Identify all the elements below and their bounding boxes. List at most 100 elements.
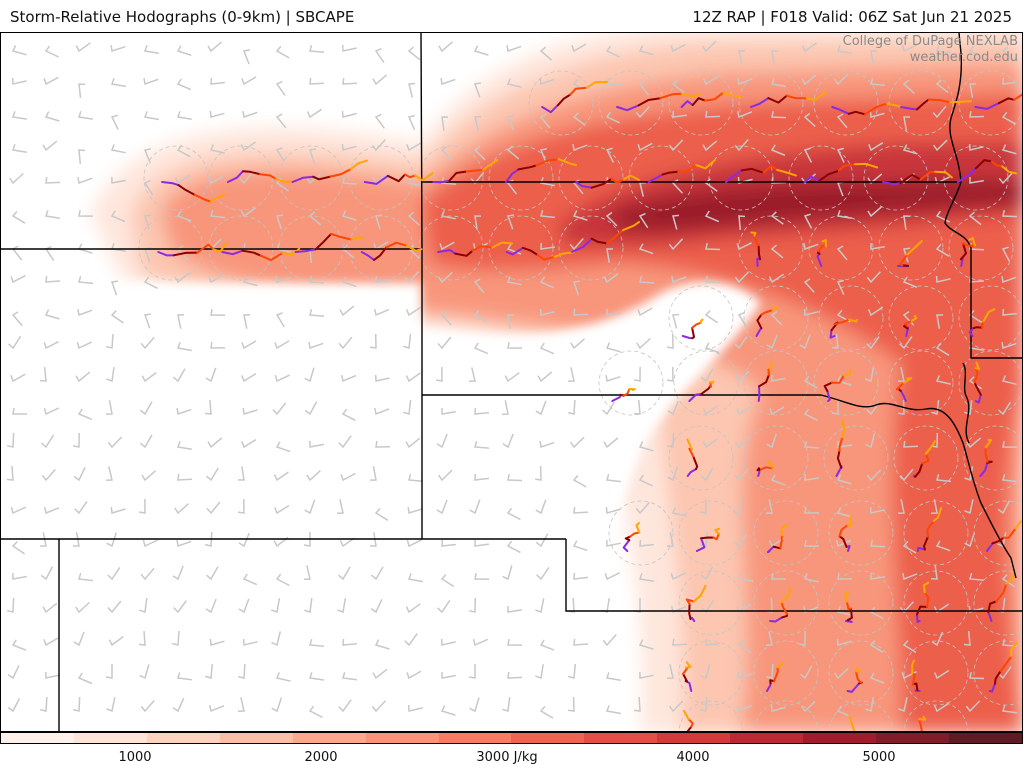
hodograph-segment — [803, 175, 821, 183]
hodograph-ring — [888, 285, 954, 351]
wind-barb — [803, 375, 818, 389]
wind-barb — [78, 83, 86, 98]
hodograph-segment — [771, 305, 778, 311]
wind-barb — [373, 308, 390, 317]
wind-barb — [668, 139, 684, 152]
wind-barb — [404, 633, 418, 647]
hodograph-segment — [712, 532, 720, 541]
hodograph-segment — [686, 438, 693, 451]
hodographs — [157, 81, 1022, 731]
hodograph-segment — [242, 170, 261, 176]
colorbar-segment — [219, 733, 293, 743]
hodograph-ring — [738, 215, 804, 281]
wind-barb — [837, 440, 853, 448]
hodograph-segment — [535, 158, 560, 167]
wind-barb — [507, 605, 522, 613]
border-ok-panhandle — [565, 539, 1022, 612]
wind-barb — [507, 638, 523, 646]
hodograph-segment — [838, 524, 849, 538]
wind-barb — [375, 275, 390, 283]
hodograph-segment — [823, 381, 833, 393]
colorbar-tick-label: 4000 — [676, 750, 710, 765]
wind-barb — [237, 466, 245, 481]
hodograph-ring — [743, 350, 809, 416]
hodograph-ring — [903, 640, 969, 706]
hodograph-segment — [491, 241, 514, 249]
hodograph-segment — [241, 249, 262, 257]
hodograph-segment — [932, 507, 942, 522]
hodograph-segment — [686, 468, 697, 477]
wind-barb — [998, 401, 1012, 416]
wind-barb — [341, 210, 357, 221]
wind-barb — [639, 181, 647, 197]
wind-barb — [406, 142, 422, 152]
wind-barb — [106, 532, 118, 548]
hodograph-segment — [847, 110, 867, 116]
wind-barb — [534, 465, 542, 481]
wind-barb — [73, 631, 85, 647]
wind-barb — [605, 374, 621, 382]
wind-barb — [241, 340, 257, 350]
cape-core — [611, 180, 1022, 231]
wind-barb — [408, 82, 416, 98]
wind-barb — [765, 631, 773, 647]
wind-barb — [341, 276, 357, 288]
wind-barb — [238, 663, 246, 679]
wind-barb — [374, 113, 385, 129]
credit-block: College of DuPage NEXLAB weather.cod.edu — [843, 34, 1018, 66]
wind-barb — [77, 672, 93, 685]
hodograph-segment — [962, 242, 976, 247]
hodograph-segment — [999, 655, 1013, 673]
wind-barb — [342, 77, 358, 85]
wind-barb — [407, 177, 423, 188]
wind-barb — [867, 306, 884, 317]
wind-barb — [501, 400, 509, 415]
wind-barb — [964, 532, 976, 548]
hodograph-ring — [668, 285, 734, 351]
wind-barb — [836, 147, 845, 163]
wind-barb — [1001, 375, 1017, 386]
hodograph-segment — [682, 672, 689, 683]
wind-barb — [73, 532, 80, 547]
wind-barb — [633, 400, 641, 415]
wind-barb — [238, 532, 250, 548]
wind-barb — [969, 83, 976, 98]
hodograph-segment — [291, 175, 315, 183]
wind-barb — [12, 407, 27, 415]
hodograph-segment — [766, 545, 775, 554]
wind-barb — [936, 474, 951, 483]
wind-barb — [140, 700, 155, 713]
hodograph-segment — [767, 94, 788, 104]
wind-barb — [1002, 308, 1017, 316]
wind-barb — [903, 116, 910, 131]
wind-barb — [210, 308, 226, 316]
hodograph-ring — [823, 425, 889, 491]
hodograph-segment — [776, 168, 797, 177]
wind-barb — [672, 313, 680, 329]
wind-barb — [273, 536, 289, 548]
hodograph-ring — [828, 570, 894, 636]
wind-barb — [998, 666, 1012, 680]
wind-barb — [271, 631, 282, 647]
hodograph-segment — [854, 162, 879, 169]
hodograph-segment — [817, 245, 827, 253]
wind-barb — [44, 45, 59, 58]
hodograph-segment — [471, 245, 494, 252]
wind-barb — [540, 242, 556, 250]
hodograph-segment — [923, 591, 930, 608]
wind-barb — [768, 537, 785, 548]
wind-barb — [639, 276, 655, 284]
wind-barb — [737, 176, 753, 184]
wind-barb — [638, 212, 649, 229]
hodograph-segment — [836, 449, 843, 469]
wind-barb — [275, 147, 286, 163]
hodograph-ring — [678, 640, 744, 706]
hodograph-segment — [914, 462, 924, 478]
colorbar-segment — [73, 733, 147, 743]
wind-barb — [304, 598, 313, 613]
colorbar-segment — [438, 733, 512, 743]
colorbar-segment — [292, 733, 366, 743]
colorbar-tick-label: 2000 — [304, 750, 338, 765]
hodograph-ring — [753, 700, 819, 731]
wind-barb — [105, 466, 113, 482]
